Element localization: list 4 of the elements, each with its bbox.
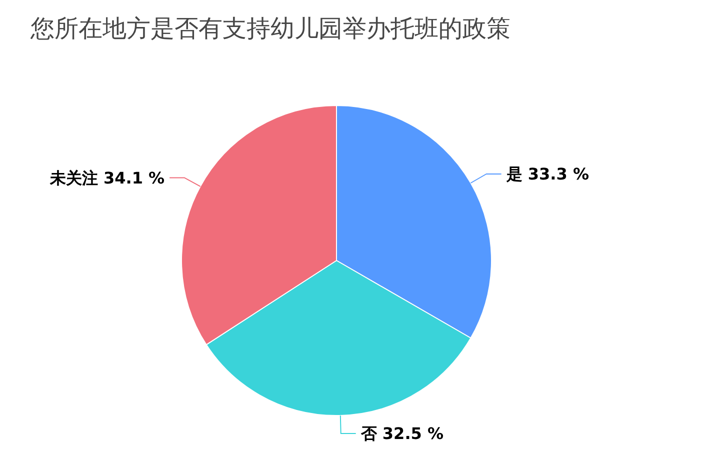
slice-label: 未关注 34.1 %	[48, 168, 165, 188]
slice-label: 否 32.5 %	[360, 424, 444, 443]
chart-title: 您所在地方是否有支持幼儿园举办托班的政策	[30, 14, 510, 42]
slice-label: 是 33.3 %	[505, 164, 589, 184]
